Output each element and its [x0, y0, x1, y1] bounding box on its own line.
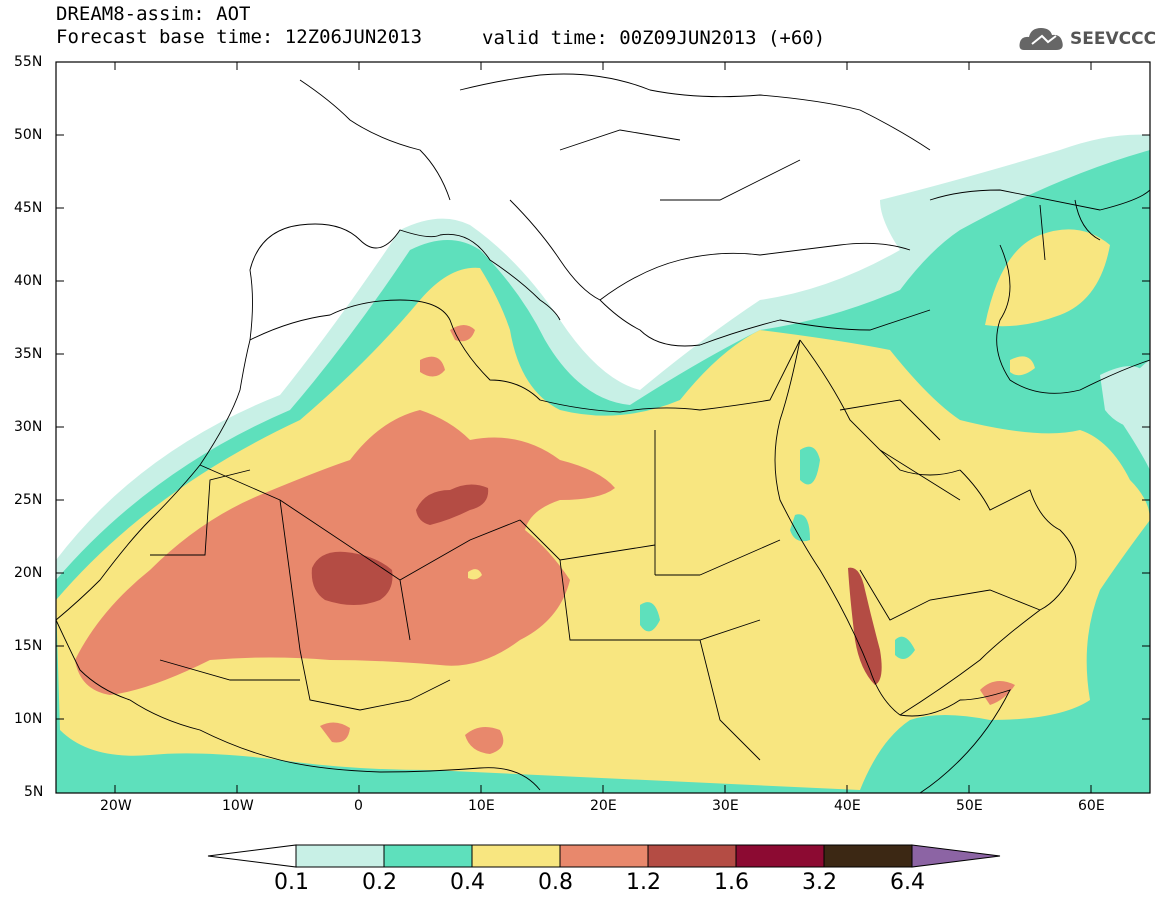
logo-text: SEEVCCC: [1070, 29, 1157, 49]
lat-label: 25N: [14, 492, 43, 508]
seevccc-logo: SEEVCCC: [1018, 22, 1157, 56]
lat-label: 55N: [14, 54, 43, 70]
valid-time: valid time: 00Z09JUN2013 (+60): [482, 27, 826, 49]
coastlines: [56, 73, 1150, 793]
lon-label: 0: [354, 798, 363, 814]
lon-label: 20E: [590, 798, 617, 814]
colorbar-label: 0.4: [450, 870, 485, 895]
colorbar-label: 6.4: [890, 870, 925, 895]
lat-label: 5N: [24, 784, 44, 800]
colorbar-label: 3.2: [802, 870, 837, 895]
forecast-base-time: Forecast base time: 12Z06JUN2013: [56, 26, 423, 48]
map-title: DREAM8-assim: AOT: [56, 3, 251, 25]
colorbar-label: 1.2: [626, 870, 661, 895]
lat-label: 15N: [14, 638, 43, 654]
colorbar-label: 0.1: [274, 870, 309, 895]
lat-label: 30N: [14, 419, 43, 435]
aot-contour-1.2: [311, 551, 393, 605]
lon-label: 50E: [956, 798, 983, 814]
lat-label: 50N: [14, 127, 43, 143]
lon-label: 20W: [100, 798, 132, 814]
lat-label: 35N: [14, 346, 43, 362]
colorbar-label: 0.2: [362, 870, 397, 895]
lat-label: 40N: [14, 273, 43, 289]
colorbar-label: 0.8: [538, 870, 573, 895]
lon-label: 30E: [712, 798, 739, 814]
lon-label: 40E: [834, 798, 861, 814]
lon-label: 60E: [1078, 798, 1105, 814]
lon-label: 10E: [468, 798, 495, 814]
colorbar-label: 1.6: [714, 870, 749, 895]
axis-ticks: [56, 61, 1150, 793]
lon-label: 10W: [222, 798, 254, 814]
cloud-icon: [1019, 28, 1063, 50]
lat-label: 20N: [14, 565, 43, 581]
lat-label: 10N: [14, 711, 43, 727]
lat-label: 45N: [14, 200, 43, 216]
